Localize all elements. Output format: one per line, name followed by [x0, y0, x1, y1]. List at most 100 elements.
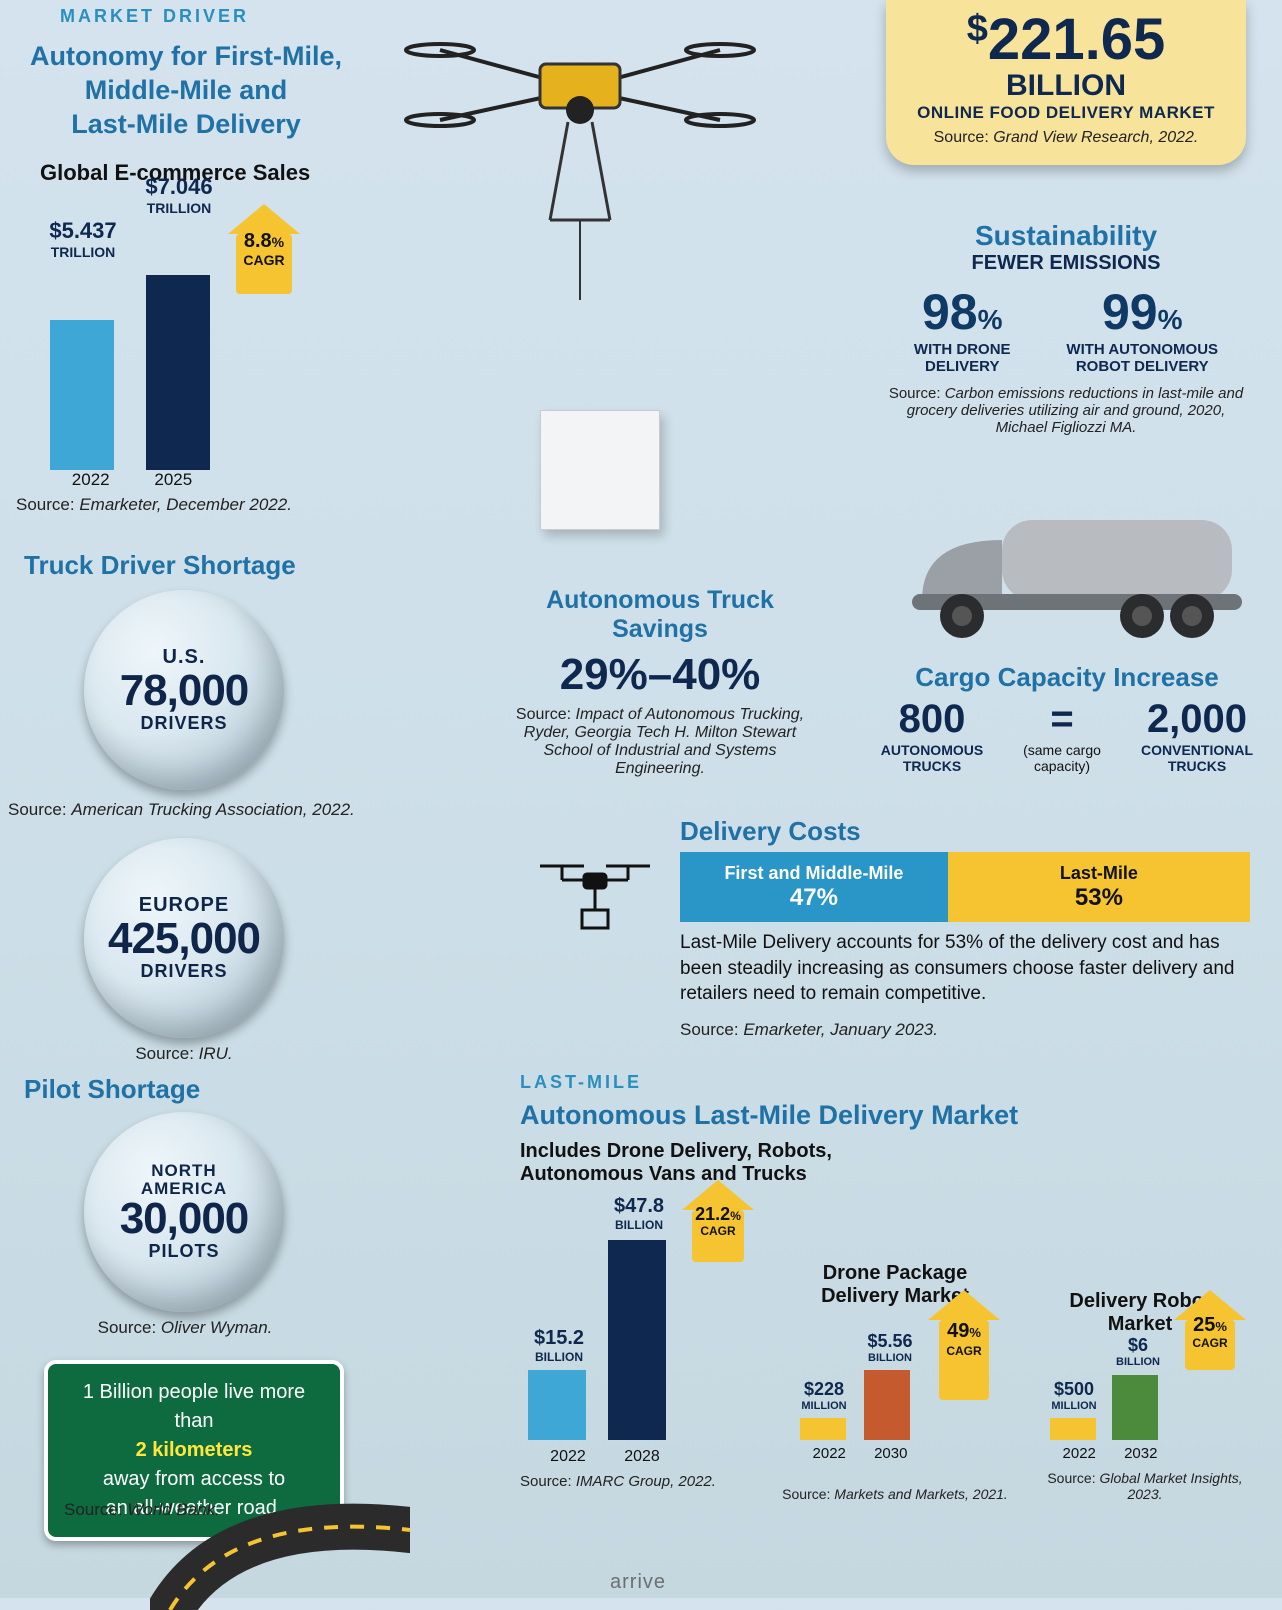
food-market-card: $221.65 BILLION ONLINE FOOD DELIVERY MAR…: [886, 0, 1246, 165]
lm-robot-2022-year: 2022: [1063, 1445, 1096, 1462]
lm-robot-source: Global Market Insights, 2023.: [1099, 1470, 1242, 1502]
bar-2022-year: 2022: [72, 470, 110, 489]
food-value: 221.65: [988, 7, 1165, 72]
globe-na: NORTHAMERICA 30,000 PILOTS: [84, 1112, 284, 1312]
lm-main-2028-top: $47.8: [594, 1195, 684, 1218]
sustain-sub: FEWER EMISSIONS: [886, 252, 1246, 275]
globe-na-source: Oliver Wyman.: [161, 1318, 272, 1337]
globe-na-unit: PILOTS: [148, 1241, 219, 1262]
lm-drone-2022-top: $228: [784, 1379, 864, 1400]
cargo-eq: =: [1002, 697, 1122, 742]
drone-illustration-icon: [400, 0, 760, 300]
cargo-left-val: 800: [872, 697, 992, 742]
sustain-right-suffix: %: [1158, 304, 1183, 335]
footer-brand: arrive: [610, 1571, 666, 1594]
globe-europe: EUROPE 425,000 DRIVERS: [84, 838, 284, 1038]
lm-robot-2032-top: $6: [1098, 1335, 1178, 1356]
lastmile-robot-chart: $500 MILLION $6 BILLION 25% CAGR 2022 20…: [1040, 1340, 1270, 1490]
bar-2022: [50, 320, 114, 470]
lm-drone-cagr: 49% CAGR: [924, 1290, 1004, 1400]
cargo-right-l2: TRUCKS: [1132, 758, 1262, 774]
md-title-l1: Autonomy for First-Mile,: [16, 40, 356, 74]
market-driver-kicker: MARKET DRIVER: [60, 6, 249, 27]
bar-2022-unit: TRILLION: [38, 244, 128, 260]
sustain-left-val: 98: [922, 284, 978, 340]
lastmile-main-chart: $15.2 BILLION $47.8 BILLION 21.2% CAGR 2…: [520, 1230, 770, 1490]
globe-eu-source: IRU.: [199, 1044, 233, 1063]
lm-drone-2022-year: 2022: [813, 1445, 846, 1462]
lm-main-2022-top: $15.2: [514, 1327, 604, 1350]
sustain-source: Carbon emissions reductions in last-mile…: [907, 385, 1243, 436]
delivery-costs-bar: First and Middle-Mile 47% Last-Mile 53%: [680, 852, 1250, 922]
truck-shortage-title: Truck Driver Shortage: [24, 550, 296, 581]
bar-2025-unit: TRILLION: [134, 200, 224, 216]
lm-main-2022-unit: BILLION: [514, 1350, 604, 1364]
dc-left-pct: 47%: [790, 884, 838, 912]
globe-na-value: 30,000: [120, 1197, 249, 1241]
lm-main-2028-year: 2028: [624, 1448, 660, 1465]
cargo-left-l2: TRUCKS: [872, 758, 992, 774]
dc-blurb: Last-Mile Delivery accounts for 53% of t…: [680, 930, 1250, 1007]
sustain-left-l1: WITH DRONE: [914, 341, 1011, 358]
globe-us-value: 78,000: [120, 669, 249, 713]
cargo-title: Cargo Capacity Increase: [872, 662, 1262, 693]
dc-left-label: First and Middle-Mile: [724, 863, 903, 884]
globe-eu-unit: DRIVERS: [140, 961, 227, 982]
dc-right-pct: 53%: [1075, 884, 1123, 912]
food-label: ONLINE FOOD DELIVERY MARKET: [908, 103, 1224, 123]
food-currency: $: [967, 8, 988, 50]
lm-drone-2030-unit: BILLION: [848, 1352, 932, 1364]
globe-eu-value: 425,000: [108, 917, 260, 961]
cargo-left-l1: AUTONOMOUS: [872, 742, 992, 758]
lm-robot-2022-unit: MILLION: [1034, 1400, 1114, 1412]
road-sign-highlight: 2 kilometers: [66, 1436, 322, 1465]
md-title-l2: Middle-Mile and: [16, 74, 356, 108]
lm-main-2028-unit: BILLION: [594, 1218, 684, 1232]
food-source: Grand View Research, 2022.: [993, 129, 1198, 146]
ecommerce-bar-chart: $5.437 TRILLION $7.046 TRILLION 8.8% CAG…: [38, 210, 298, 470]
lm-robot-2032-unit: BILLION: [1098, 1356, 1178, 1368]
sustain-title: Sustainability: [886, 220, 1246, 252]
lm-robot-2032-year: 2032: [1124, 1445, 1157, 1462]
dc-source: Emarketer, January 2023.: [743, 1020, 938, 1039]
road-sign-l2: away from access to: [66, 1465, 322, 1494]
sustain-left-l2: DELIVERY: [914, 358, 1011, 375]
sustain-right-val: 99: [1102, 284, 1158, 340]
cargo-mid-l2: capacity): [1002, 758, 1122, 774]
lm-main-2022-year: 2022: [550, 1448, 586, 1465]
lm-robot-2022-top: $500: [1034, 1379, 1114, 1400]
lm-drone-2022-unit: MILLION: [784, 1400, 864, 1412]
truck-savings-value: 29%–40%: [500, 650, 820, 700]
bar-2025: [146, 275, 210, 470]
cargo-mid-l1: (same cargo: [1002, 742, 1122, 758]
road-illustration-icon: [150, 1500, 410, 1610]
lm-main-cagr: 21.2% CAGR: [678, 1180, 758, 1262]
sustain-right-l1: WITH AUTONOMOUS: [1066, 341, 1218, 358]
small-drone-icon: [530, 852, 660, 932]
autonomous-truck-icon: [892, 490, 1252, 660]
lm-robot-cagr: 25% CAGR: [1170, 1290, 1250, 1370]
package-icon: [540, 410, 660, 530]
truck-savings-title: Autonomous Truck Savings: [500, 586, 820, 644]
lastmile-drone-chart: $228 MILLION $5.56 BILLION 49% CAGR 2022…: [790, 1340, 1020, 1490]
last-mile-title: Autonomous Last-Mile Delivery Market: [520, 1100, 1018, 1131]
last-mile-kicker: LAST-MILE: [520, 1072, 642, 1093]
bar-2025-year: 2025: [154, 470, 192, 489]
sustain-right-l2: ROBOT DELIVERY: [1066, 358, 1218, 375]
food-unit: BILLION: [908, 69, 1224, 103]
dc-title: Delivery Costs: [680, 816, 861, 847]
cargo-right-l1: CONVENTIONAL: [1132, 742, 1262, 758]
globe-us-unit: DRIVERS: [140, 713, 227, 734]
road-sign-l1: 1 Billion people live more than: [66, 1378, 322, 1436]
bar-2025-value: $7.046: [134, 174, 224, 200]
pilot-shortage-title: Pilot Shortage: [24, 1074, 200, 1105]
sustain-left-suffix: %: [978, 304, 1003, 335]
lm-main-source: IMARC Group, 2022.: [576, 1473, 716, 1490]
bar-2022-value: $5.437: [38, 218, 128, 244]
ecommerce-cagr-arrow: 8.8% CAGR: [224, 204, 304, 294]
globe-us: U.S. 78,000 DRIVERS: [84, 590, 284, 790]
md-title-l3: Last-Mile Delivery: [16, 108, 356, 142]
dc-right-label: Last-Mile: [1060, 863, 1138, 884]
lm-drone-source: Markets and Markets, 2021.: [834, 1486, 1008, 1502]
cargo-right-val: 2,000: [1132, 697, 1262, 742]
